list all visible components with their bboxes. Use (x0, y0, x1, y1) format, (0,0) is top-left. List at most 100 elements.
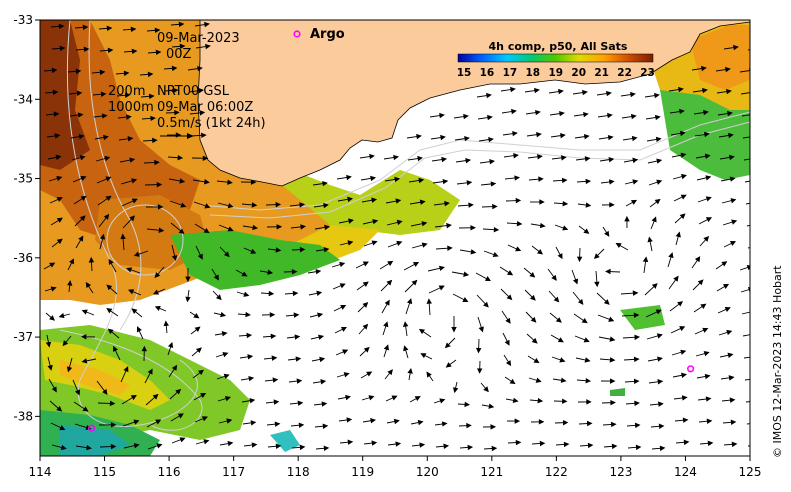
current-vector-head (347, 439, 354, 445)
current-vector-head (594, 281, 600, 288)
current-vector-head (752, 113, 756, 117)
current-vector-head (551, 274, 557, 281)
current-vector-head (346, 174, 352, 181)
current-vector-head (204, 21, 210, 28)
current-vector-head (107, 47, 114, 54)
current-vector-head (395, 198, 402, 204)
current-vector-head (99, 69, 106, 76)
current-vector-head (561, 177, 568, 184)
current-vector-head (559, 357, 566, 363)
current-vector-head (340, 326, 347, 332)
current-vector-head (470, 249, 477, 255)
current-vector-head (82, 406, 89, 412)
current-vector-head (272, 377, 279, 383)
current-vector-head (299, 246, 306, 253)
current-vector-head (753, 377, 757, 381)
current-vector-head (185, 296, 191, 303)
current-vector-head (586, 399, 592, 405)
current-vector-head (317, 312, 324, 318)
current-vector-head (654, 114, 661, 121)
x-tick-label: 125 (739, 465, 762, 479)
current-vector-head (680, 194, 687, 200)
current-vector-head (156, 181, 163, 188)
current-vector-head (486, 92, 492, 99)
current-vector-head (755, 200, 759, 204)
current-vector-head (151, 137, 158, 144)
current-vector-head (180, 202, 187, 208)
current-vector-head (703, 351, 710, 357)
current-vector-head (539, 199, 545, 205)
current-vector-head (610, 421, 617, 428)
current-vector-head (223, 251, 230, 258)
current-vector-head (605, 268, 611, 275)
current-vector-head (490, 181, 497, 187)
current-vector-head (273, 399, 280, 405)
current-vector-head (418, 328, 425, 335)
current-vector-head (321, 401, 328, 407)
current-vector-head (582, 89, 588, 96)
current-vector-head (147, 368, 153, 375)
current-vector-head (537, 154, 543, 160)
current-vector-head (318, 334, 325, 340)
current-vector-head (634, 422, 641, 429)
current-vector-head (679, 213, 686, 220)
current-vector-head (131, 178, 138, 184)
current-vector-head (633, 378, 640, 385)
current-vector-head (83, 46, 90, 53)
x-tick-label: 114 (29, 465, 52, 479)
current-vector-head (274, 421, 281, 427)
current-vector-head (630, 113, 637, 120)
current-vector-head (631, 135, 638, 142)
current-vector-head (483, 386, 489, 393)
current-vector-head (492, 251, 499, 258)
current-vector-head (755, 178, 759, 182)
current-vector-head (749, 309, 750, 313)
current-vector-head (706, 418, 713, 424)
current-vector-head (348, 218, 354, 224)
current-vector-head (250, 179, 257, 185)
current-vector-head (632, 157, 639, 164)
current-vector-head (559, 110, 565, 117)
current-vector-head (513, 153, 519, 159)
current-vector-head (729, 241, 736, 246)
current-vector-head (241, 271, 248, 277)
y-tick-label: -38 (13, 409, 33, 423)
current-vector-head (299, 202, 306, 208)
current-vector-head (150, 115, 156, 122)
current-vector-head (105, 195, 112, 202)
current-vector-head (654, 198, 661, 205)
current-vector-head (572, 278, 579, 285)
colorbar-tick-label: 15 (457, 67, 472, 79)
current-vector-head (60, 444, 67, 451)
current-vector-head (227, 179, 233, 185)
current-vector-head (174, 109, 180, 116)
current-vector-head (632, 179, 639, 185)
current-vector-head (470, 225, 476, 231)
current-vector-head (492, 203, 498, 210)
current-vector-head (394, 176, 401, 183)
current-vector-head (106, 308, 113, 314)
current-vector-head (69, 258, 74, 265)
current-vector (740, 288, 750, 293)
current-vector-head (753, 135, 757, 139)
current-vector-head (466, 422, 472, 429)
current-vector-head (731, 441, 738, 448)
current-vector-head (213, 274, 219, 281)
current-vector-head (530, 316, 537, 323)
current-vector-head (133, 443, 140, 449)
current-vector-head (110, 443, 117, 450)
current-vector-head (276, 224, 283, 230)
current-vector-head (512, 397, 519, 404)
current-vector-head (77, 112, 84, 118)
current-vector-head (79, 155, 86, 161)
current-vector-head (417, 419, 424, 426)
current-vector-head (700, 303, 707, 309)
current-vector-head (679, 326, 686, 332)
current-vector-head (198, 87, 204, 94)
colorbar-tick-label: 17 (503, 67, 518, 79)
current-vector-head (441, 156, 448, 163)
scale-label: 0.5m/s (1kt 24h) (157, 116, 266, 131)
current-vector-head (251, 202, 258, 208)
current-vector-head (193, 313, 200, 319)
current-vector (745, 401, 750, 403)
